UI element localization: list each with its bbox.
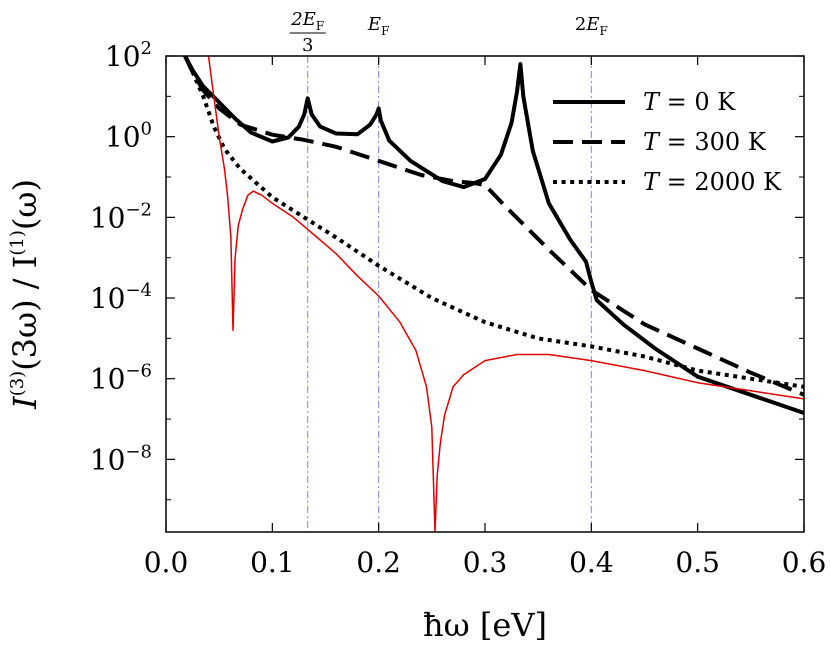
y-tick-label-1: 100 — [105, 119, 152, 154]
y-tick-label-2: 10−2 — [90, 199, 152, 234]
series-group — [183, 56, 804, 532]
y-tick-label-5: 10−8 — [90, 441, 152, 476]
legend-label-0: T = 0 K — [643, 88, 736, 116]
y-tick-label-4: 10−6 — [90, 361, 152, 396]
series-line-3 — [207, 56, 804, 532]
series-line-2 — [183, 56, 804, 389]
reference-label-2: 2EF — [575, 14, 608, 38]
tick-marks — [165, 55, 805, 532]
legend-label-2: T = 2000 K — [643, 168, 782, 196]
x-axis-title: ħω [eV] — [423, 606, 547, 644]
y-tick-label-3: 10−4 — [90, 280, 152, 315]
fraction-denominator-0: 3 — [302, 35, 313, 56]
reference-lines — [307, 56, 592, 532]
y-tick-labels: 102 100 10−2 10−4 10−6 10−8 — [90, 38, 152, 476]
fraction-numerator-0: 2EF — [290, 9, 324, 33]
x-tick-label-5: 0.5 — [675, 546, 720, 579]
legend-label-1: T = 300 K — [643, 128, 767, 156]
y-tick-label-0: 102 — [105, 38, 152, 73]
x-tick-label-3: 0.3 — [463, 546, 508, 579]
x-tick-label-2: 0.2 — [356, 546, 401, 579]
series-line-0 — [183, 56, 804, 415]
x-tick-label-4: 0.4 — [569, 546, 614, 579]
x-tick-label-6: 0.6 — [782, 546, 827, 579]
x-tick-label-1: 0.1 — [250, 546, 295, 579]
x-tick-label-0: 0.0 — [144, 546, 189, 579]
legend: T = 0 K T = 300 K T = 2000 K — [553, 88, 782, 196]
y-axis-title: I(3)(3ω) / I(1)(ω) — [6, 179, 44, 410]
series-line-1 — [183, 56, 804, 397]
x-tick-labels: 0.0 0.1 0.2 0.3 0.4 0.5 0.6 — [144, 546, 827, 579]
reference-label-1: EF — [367, 14, 389, 38]
